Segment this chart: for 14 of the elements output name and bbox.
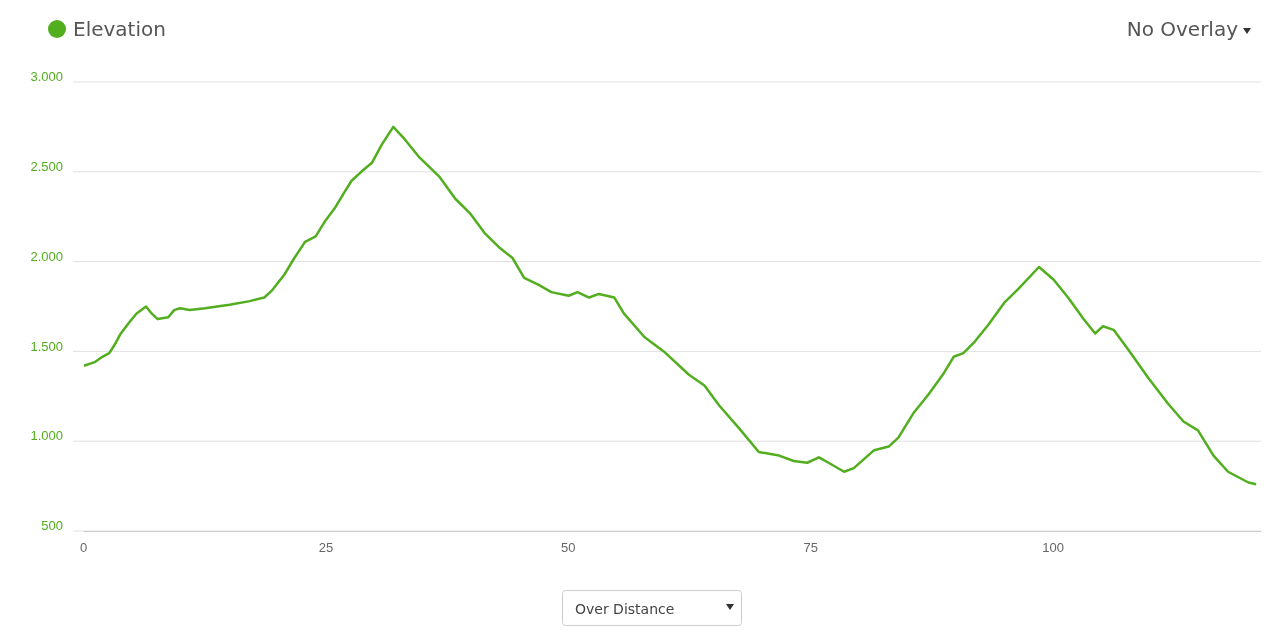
y-tick-label: 2.500: [30, 159, 63, 174]
x-tick-label: 25: [318, 540, 334, 556]
y-tick-label: 3.000: [30, 69, 63, 85]
y-tick-label: 1.500: [30, 338, 63, 354]
x-tick-label: 75: [803, 540, 818, 556]
x-tick-label: 50: [561, 540, 576, 556]
y-tick-label: 1.000: [30, 428, 63, 444]
legend-label: Elevation: [73, 17, 166, 41]
y-tick-label: 2.000: [30, 248, 63, 264]
x-tick-label: 0: [79, 540, 88, 556]
overlay-dropdown: No Overlay: [1126, 17, 1251, 41]
distance-select: Over Distance: [562, 590, 742, 626]
x-tick-label: 100: [1042, 540, 1064, 556]
y-tick-label: 500: [41, 518, 63, 534]
